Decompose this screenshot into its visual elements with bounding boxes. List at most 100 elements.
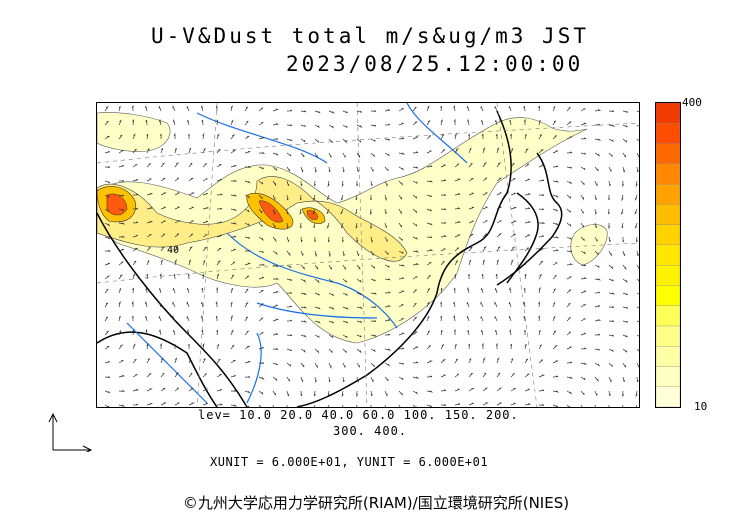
wind-vector: [146, 388, 153, 392]
wind-vector: [622, 348, 628, 353]
wind-vector: [146, 373, 152, 378]
wind-vector: [230, 179, 238, 182]
wind-vector: [398, 362, 405, 365]
wind-vector: [384, 180, 388, 187]
wind-vector: [201, 119, 204, 126]
wind-vector: [216, 148, 221, 154]
wind-vector: [580, 376, 586, 381]
wind-vector: [594, 138, 602, 141]
wind-vector: [118, 344, 124, 350]
wind-vector: [327, 390, 330, 398]
wind-vector: [118, 315, 121, 322]
wind-vector: [482, 402, 489, 406]
wind-vector: [566, 208, 571, 213]
wind-vector: [370, 404, 372, 407]
wind-vector: [524, 403, 532, 406]
wind-vector: [300, 110, 307, 113]
wind-vector: [523, 301, 526, 308]
wind-vector: [608, 306, 615, 308]
wind-vector: [440, 133, 445, 140]
wind-vector: [314, 390, 316, 397]
wind-vector: [104, 262, 110, 266]
wind-vector: [272, 152, 279, 156]
wind-vector: [342, 334, 348, 338]
wind-vector: [272, 222, 276, 229]
wind-vector: [272, 333, 279, 336]
wind-vector: [300, 404, 302, 407]
wind-vector: [552, 165, 559, 168]
wind-vector: [258, 194, 263, 200]
colorbar-step: [655, 285, 681, 306]
wind-vector: [594, 291, 601, 294]
wind-vector: [552, 249, 560, 252]
wind-vector: [453, 328, 456, 336]
wind-vector: [468, 220, 474, 224]
wind-vector: [580, 362, 587, 365]
wind-vector: [384, 291, 392, 294]
wind-vector: [230, 301, 233, 308]
wind-vector: [188, 147, 192, 154]
wind-vector: [440, 343, 445, 350]
wind-vector: [608, 222, 611, 230]
wind-vector: [440, 301, 442, 308]
wind-vector: [258, 250, 264, 253]
wind-vector: [160, 259, 163, 266]
wind-vector: [342, 362, 346, 368]
wind-vector: [118, 274, 123, 280]
wind-vector: [104, 150, 110, 154]
wind-vector: [398, 236, 403, 241]
wind-vector: [158, 106, 162, 112]
wind-vector: [552, 236, 560, 239]
wind-vector: [356, 152, 361, 159]
wind-vector: [398, 137, 405, 140]
wind-vector: [440, 164, 446, 168]
wind-vector: [440, 404, 447, 406]
wind-vector: [200, 314, 204, 322]
wind-vector: [398, 318, 405, 322]
wind-vector: [230, 404, 238, 407]
wind-vector: [327, 404, 330, 407]
wind-vector: [552, 390, 560, 393]
wind-vector: [636, 264, 639, 270]
wind-vector: [552, 288, 556, 294]
wind-vector: [244, 275, 250, 280]
wind-vector: [202, 273, 204, 280]
wind-vector: [216, 133, 220, 140]
wind-vector: [104, 360, 110, 364]
wind-vector: [104, 376, 111, 378]
wind-vector: [286, 376, 290, 382]
wind-vector: [566, 404, 571, 407]
wind-vector: [510, 148, 514, 154]
wind-vector: [634, 194, 638, 201]
wind-vector: [594, 278, 602, 281]
wind-vector: [300, 292, 307, 296]
wind-vector: [566, 361, 573, 364]
wind-vector: [398, 277, 405, 280]
wind-vector: [468, 246, 473, 252]
wind-vector: [370, 306, 377, 308]
wind-vector: [328, 152, 332, 158]
wind-vector: [620, 208, 624, 215]
wind-vector: [580, 264, 587, 267]
wind-vector: [552, 135, 557, 140]
wind-vector: [523, 287, 526, 294]
wind-vector: [286, 319, 293, 322]
wind-vector: [608, 236, 611, 243]
wind-vector: [468, 133, 470, 140]
wind-vector: [342, 124, 348, 128]
wind-vector: [510, 259, 514, 266]
wind-vector: [426, 262, 432, 266]
wind-vector: [636, 306, 639, 309]
wind-vector: [621, 222, 624, 229]
wind-vector: [244, 236, 251, 239]
wind-vector: [468, 147, 472, 154]
wind-vector: [398, 108, 405, 112]
wind-vector: [412, 236, 418, 240]
wind-vector: [494, 120, 498, 126]
wind-vector: [230, 235, 237, 238]
wind-vector: [608, 250, 612, 257]
wind-vector: [174, 259, 177, 266]
wind-vector: [202, 246, 208, 252]
wind-vector: [342, 376, 345, 383]
wind-vector: [496, 387, 503, 392]
